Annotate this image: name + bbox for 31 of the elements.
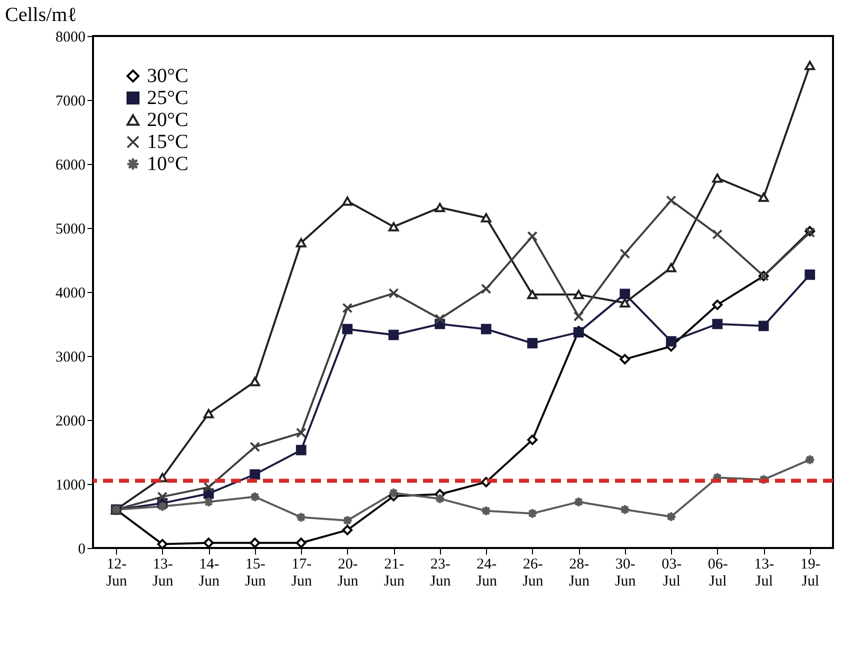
y-tick-label: 7000 xyxy=(56,94,86,110)
y-tick-label: 2000 xyxy=(56,414,86,430)
y-tick-label: 0 xyxy=(78,542,86,558)
x-tick-label: 30- Jun xyxy=(614,556,636,590)
x-tick-label: 21- Jun xyxy=(384,556,406,590)
x-tick-label: 23- Jun xyxy=(430,556,452,590)
x-tick-label: 19- Jul xyxy=(800,556,820,590)
legend-label: 10°C xyxy=(147,153,188,175)
legend-label: 20°C xyxy=(147,109,188,131)
y-tick-label: 3000 xyxy=(56,350,86,366)
legend-label: 30°C xyxy=(147,65,188,87)
x-tick-label: 06- Jul xyxy=(708,556,728,590)
x-tick-label: 15- Jun xyxy=(244,556,266,590)
x-tick-label: 20- Jun xyxy=(337,556,359,590)
legend-label: 25°C xyxy=(147,87,188,109)
y-tick-label: 1000 xyxy=(56,478,86,494)
x-tick-label: 03- Jul xyxy=(662,556,682,590)
y-tick-label: 4000 xyxy=(56,286,86,302)
y-tick-label: 6000 xyxy=(56,158,86,174)
x-tick-label: 26- Jun xyxy=(522,556,544,590)
x-tick-label: 24- Jun xyxy=(476,556,498,590)
y-axis-title: Cells/mℓ xyxy=(5,4,77,26)
x-tick-label: 28- Jun xyxy=(568,556,590,590)
x-tick-label: 17- Jun xyxy=(291,556,313,590)
x-tick-label: 12- Jun xyxy=(106,556,128,590)
y-tick-label: 5000 xyxy=(56,222,86,238)
x-tick-label: 13- Jun xyxy=(152,556,174,590)
x-tick-label: 14- Jun xyxy=(198,556,220,590)
x-tick-label: 13- Jul xyxy=(754,556,774,590)
legend-label: 15°C xyxy=(147,131,188,153)
y-tick-label: 8000 xyxy=(56,30,86,46)
